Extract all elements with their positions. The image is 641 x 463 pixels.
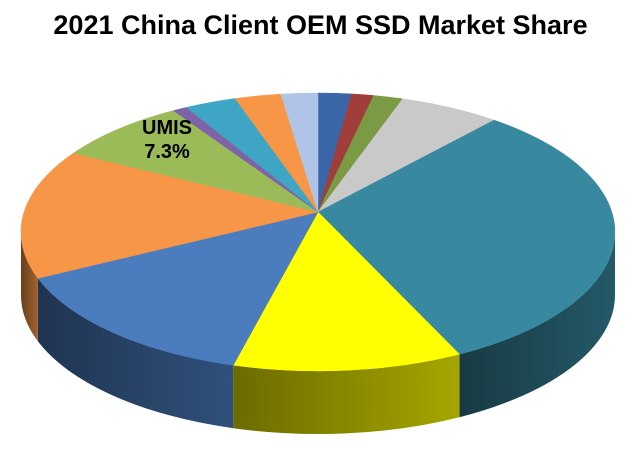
slice-8-orange-wall [20,232,38,342]
slice-8-orange-top [20,152,319,279]
slice-7-blue-top [37,211,319,366]
slice-6-yellow-top [232,211,460,372]
chart-title: 2021 China Client OEM SSD Market Share [53,10,588,40]
pie-side-walls [20,232,615,434]
slice-13-periwinkle-top [280,92,319,213]
umis-callout-value: 7.3% [144,140,190,163]
slice-9-umis-green-top [72,110,319,213]
umis-callout: UMIS 7.3% [125,117,209,164]
umis-callout-name: UMIS [142,117,192,139]
slice-5-teal-top [317,119,616,355]
slice-6-yellow-wall [233,354,460,434]
slice-7-blue-wall [37,278,234,429]
pie-top-slices [20,92,616,372]
slice-5-teal-wall [459,232,615,418]
